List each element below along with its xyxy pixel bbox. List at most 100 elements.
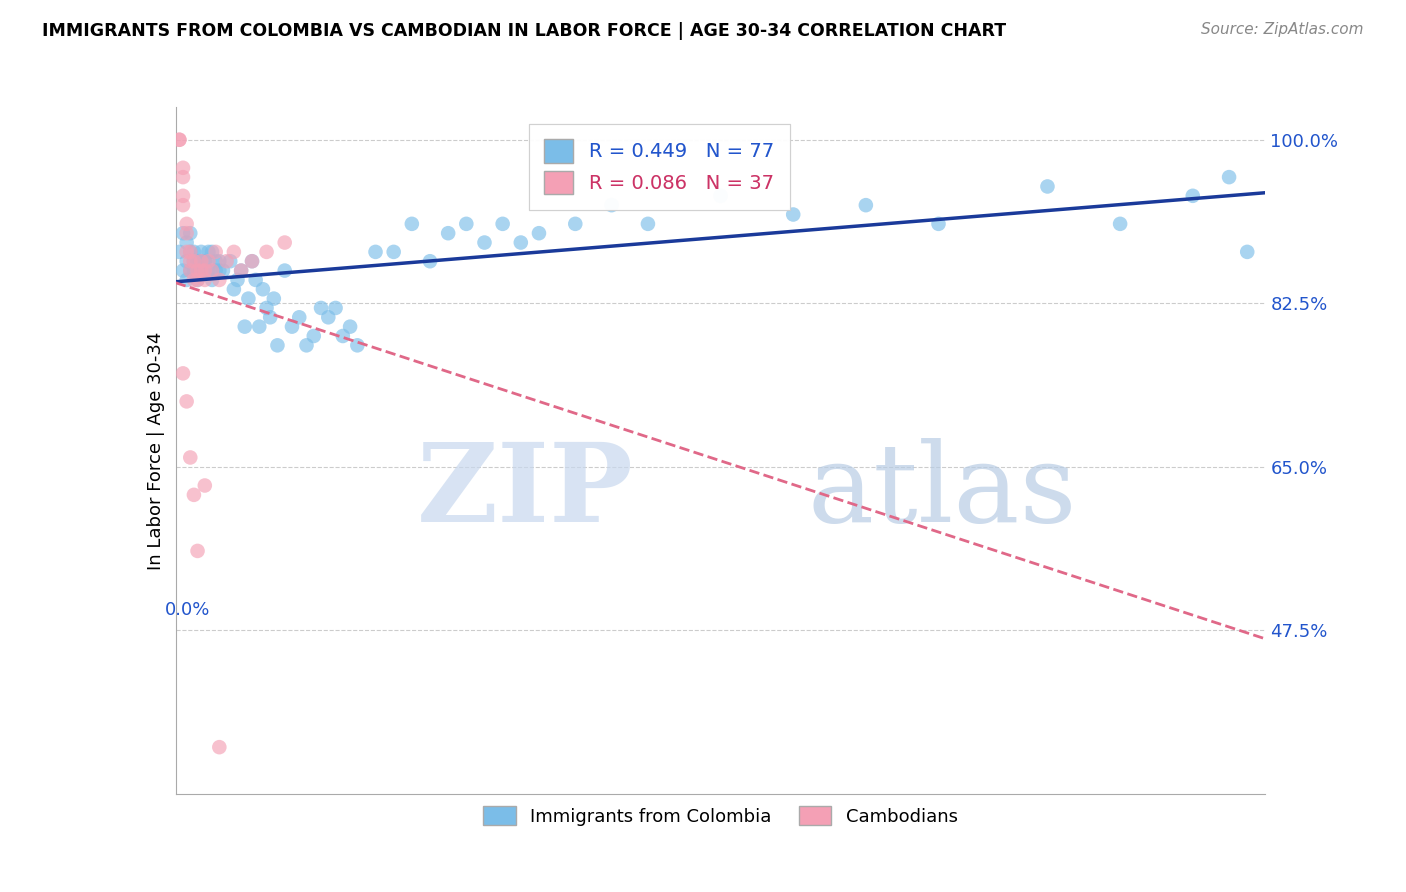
Text: IMMIGRANTS FROM COLOMBIA VS CAMBODIAN IN LABOR FORCE | AGE 30-34 CORRELATION CHA: IMMIGRANTS FROM COLOMBIA VS CAMBODIAN IN… bbox=[42, 22, 1007, 40]
Point bbox=[194, 254, 217, 268]
Point bbox=[1236, 244, 1258, 259]
Point bbox=[215, 254, 238, 268]
Point bbox=[419, 254, 441, 268]
Point bbox=[172, 367, 194, 381]
Point bbox=[176, 254, 198, 268]
Point bbox=[302, 329, 325, 343]
Point bbox=[172, 170, 194, 185]
Point bbox=[186, 273, 209, 287]
Point bbox=[339, 319, 361, 334]
Point bbox=[201, 244, 224, 259]
Point bbox=[247, 319, 270, 334]
Point bbox=[197, 263, 219, 277]
Point bbox=[179, 263, 201, 277]
Point bbox=[169, 244, 191, 259]
Point bbox=[190, 244, 212, 259]
Point bbox=[179, 244, 201, 259]
Point bbox=[245, 273, 267, 287]
Point bbox=[179, 244, 201, 259]
Point bbox=[274, 235, 297, 250]
Point bbox=[231, 263, 253, 277]
Point bbox=[509, 235, 531, 250]
Point bbox=[172, 263, 194, 277]
Point bbox=[1036, 179, 1059, 194]
Point bbox=[222, 282, 245, 296]
Point bbox=[382, 244, 405, 259]
Point bbox=[176, 217, 198, 231]
Point bbox=[637, 217, 659, 231]
Point bbox=[183, 244, 205, 259]
Point bbox=[190, 254, 212, 268]
Point bbox=[179, 254, 201, 268]
Point bbox=[226, 273, 249, 287]
Y-axis label: In Labor Force | Age 30-34: In Labor Force | Age 30-34 bbox=[146, 331, 165, 570]
Point bbox=[274, 263, 297, 277]
Legend: R = 0.449   N = 77, R = 0.086   N = 37: R = 0.449 N = 77, R = 0.086 N = 37 bbox=[529, 124, 790, 210]
Point bbox=[782, 207, 804, 221]
Point bbox=[201, 263, 224, 277]
Point bbox=[288, 310, 311, 325]
Point bbox=[186, 263, 209, 277]
Point bbox=[183, 488, 205, 502]
Point bbox=[208, 254, 231, 268]
Point bbox=[183, 263, 205, 277]
Point bbox=[238, 292, 260, 306]
Point bbox=[325, 301, 347, 315]
Point bbox=[179, 450, 201, 465]
Point bbox=[197, 254, 219, 268]
Text: Source: ZipAtlas.com: Source: ZipAtlas.com bbox=[1201, 22, 1364, 37]
Point bbox=[332, 329, 354, 343]
Point bbox=[186, 544, 209, 558]
Point bbox=[183, 254, 205, 268]
Point bbox=[204, 263, 226, 277]
Point bbox=[176, 273, 198, 287]
Point bbox=[256, 301, 278, 315]
Point bbox=[401, 217, 423, 231]
Point bbox=[222, 244, 245, 259]
Point bbox=[176, 226, 198, 240]
Point bbox=[208, 273, 231, 287]
Point bbox=[176, 394, 198, 409]
Point bbox=[183, 254, 205, 268]
Point bbox=[172, 189, 194, 203]
Text: ZIP: ZIP bbox=[416, 438, 633, 545]
Point bbox=[240, 254, 263, 268]
Point bbox=[194, 263, 217, 277]
Point bbox=[855, 198, 877, 212]
Point bbox=[179, 226, 201, 240]
Point bbox=[190, 254, 212, 268]
Point bbox=[197, 244, 219, 259]
Point bbox=[281, 319, 304, 334]
Point bbox=[527, 226, 550, 240]
Point bbox=[194, 273, 217, 287]
Point bbox=[1218, 170, 1240, 185]
Point bbox=[183, 273, 205, 287]
Point bbox=[437, 226, 460, 240]
Point bbox=[710, 189, 733, 203]
Point bbox=[186, 263, 209, 277]
Point bbox=[266, 338, 288, 352]
Point bbox=[295, 338, 318, 352]
Point bbox=[456, 217, 478, 231]
Point bbox=[204, 254, 226, 268]
Point bbox=[172, 161, 194, 175]
Point bbox=[186, 254, 209, 268]
Point bbox=[172, 198, 194, 212]
Point bbox=[346, 338, 368, 352]
Point bbox=[263, 292, 285, 306]
Point bbox=[172, 226, 194, 240]
Point bbox=[176, 244, 198, 259]
Point bbox=[564, 217, 586, 231]
Point bbox=[194, 263, 217, 277]
Point bbox=[928, 217, 950, 231]
Point bbox=[201, 273, 224, 287]
Point bbox=[364, 244, 387, 259]
Point bbox=[194, 478, 217, 492]
Point bbox=[194, 254, 217, 268]
Point bbox=[208, 263, 231, 277]
Point bbox=[176, 235, 198, 250]
Point bbox=[204, 244, 226, 259]
Point bbox=[309, 301, 332, 315]
Point bbox=[212, 263, 235, 277]
Point bbox=[252, 282, 274, 296]
